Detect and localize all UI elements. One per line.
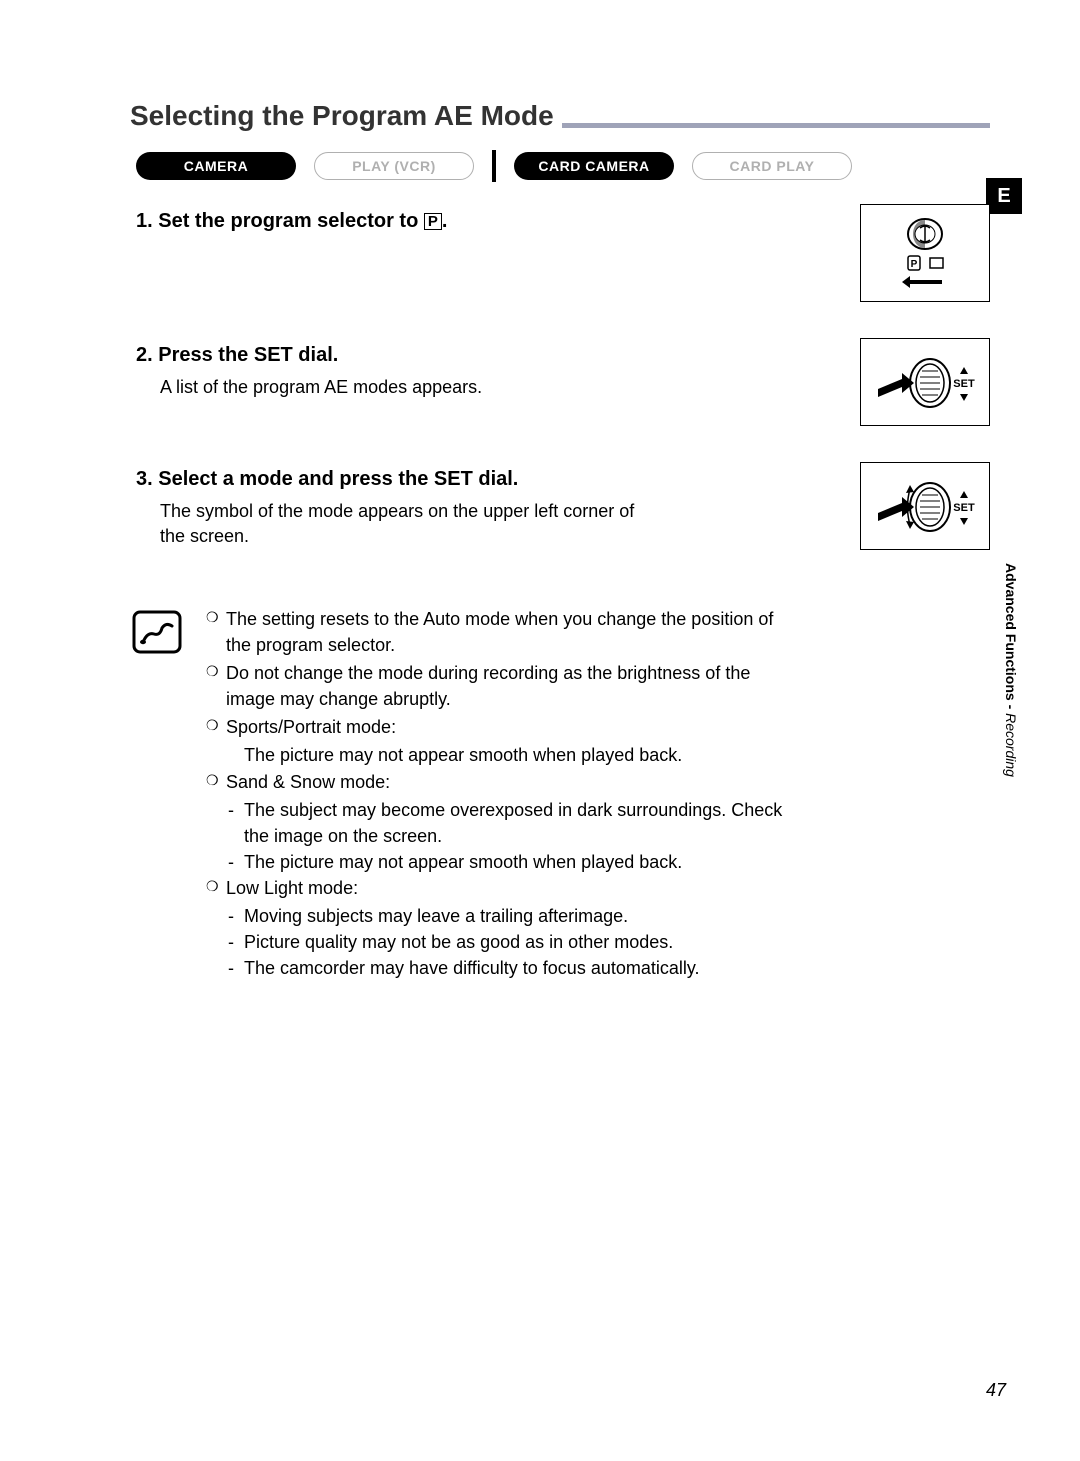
step-1-num: 1. <box>136 210 153 232</box>
notes-list: The setting resets to the Auto mode when… <box>206 606 796 981</box>
note-3a: The picture may not appear smooth when p… <box>228 742 796 768</box>
note-5: Low Light mode: <box>206 875 796 901</box>
step-1-text-b: . <box>442 210 448 232</box>
note-4-sub: The subject may become overexposed in da… <box>206 797 796 875</box>
note-4: Sand & Snow mode: <box>206 769 796 795</box>
note-1: The setting resets to the Auto mode when… <box>206 606 796 658</box>
step-1: 1. Set the program selector to P. P <box>130 210 990 320</box>
step-2-num: 2. <box>136 344 153 366</box>
notes-block: The setting resets to the Auto mode when… <box>130 606 990 981</box>
tab-divider <box>492 150 496 182</box>
note-3: Sports/Portrait mode: <box>206 714 796 740</box>
svg-text:SET: SET <box>953 378 975 390</box>
set-dial-press-icon: SET <box>870 347 980 417</box>
tab-card-play: CARD PLAY <box>692 152 852 180</box>
page-number: 47 <box>986 1380 1006 1401</box>
note-5b: Picture quality may not be as good as in… <box>228 929 796 955</box>
tab-camera: CAMERA <box>136 152 296 180</box>
side-italic: Recording <box>1003 713 1019 777</box>
tab-card-camera: CARD CAMERA <box>514 152 674 180</box>
step-1-diagram: P <box>860 204 990 302</box>
side-tab-text: Advanced Functions - Recording <box>1003 563 1019 777</box>
program-selector-icon: P <box>890 214 960 292</box>
note-3-sub: The picture may not appear smooth when p… <box>206 742 796 768</box>
side-tab: Advanced Functions - Recording <box>1000 555 1022 755</box>
tab-play-vcr: PLAY (VCR) <box>314 152 474 180</box>
step-2: 2. Press the SET dial. A list of the pro… <box>130 344 990 444</box>
set-dial-rotate-icon: SET <box>870 471 980 541</box>
svg-text:SET: SET <box>953 502 975 514</box>
language-badge: E <box>986 178 1022 214</box>
note-5c: The camcorder may have difficulty to foc… <box>228 955 796 981</box>
note-4a: The subject may become overexposed in da… <box>228 797 796 849</box>
step-2-body: A list of the program AE modes appears. <box>160 375 660 400</box>
step-2-diagram: SET <box>860 338 990 426</box>
mode-tabs: CAMERA PLAY (VCR) CARD CAMERA CARD PLAY <box>136 150 990 182</box>
step-3-body: The symbol of the mode appears on the up… <box>160 499 660 549</box>
manual-page: Selecting the Program AE Mode CAMERA PLA… <box>0 0 1080 1021</box>
step-3-num: 3. <box>136 468 153 490</box>
svg-text:P: P <box>911 259 918 270</box>
notes-icon <box>130 608 184 658</box>
step-3-text: Select a mode and press the SET dial. <box>158 468 518 490</box>
page-title: Selecting the Program AE Mode <box>130 100 554 132</box>
title-underline <box>562 123 990 128</box>
note-5a: Moving subjects may leave a trailing aft… <box>228 903 796 929</box>
content: 1. Set the program selector to P. P <box>130 210 990 981</box>
program-p-icon: P <box>424 213 442 230</box>
step-3-diagram: SET <box>860 462 990 550</box>
step-1-text-a: Set the program selector to <box>158 210 424 232</box>
step-2-text: Press the SET dial. <box>158 344 338 366</box>
note-5-sub: Moving subjects may leave a trailing aft… <box>206 903 796 981</box>
note-2: Do not change the mode during recording … <box>206 660 796 712</box>
note-4b: The picture may not appear smooth when p… <box>228 849 796 875</box>
side-bold: Advanced Functions - <box>1003 563 1019 713</box>
step-3: 3. Select a mode and press the SET dial.… <box>130 468 990 578</box>
page-title-row: Selecting the Program AE Mode <box>130 100 990 132</box>
